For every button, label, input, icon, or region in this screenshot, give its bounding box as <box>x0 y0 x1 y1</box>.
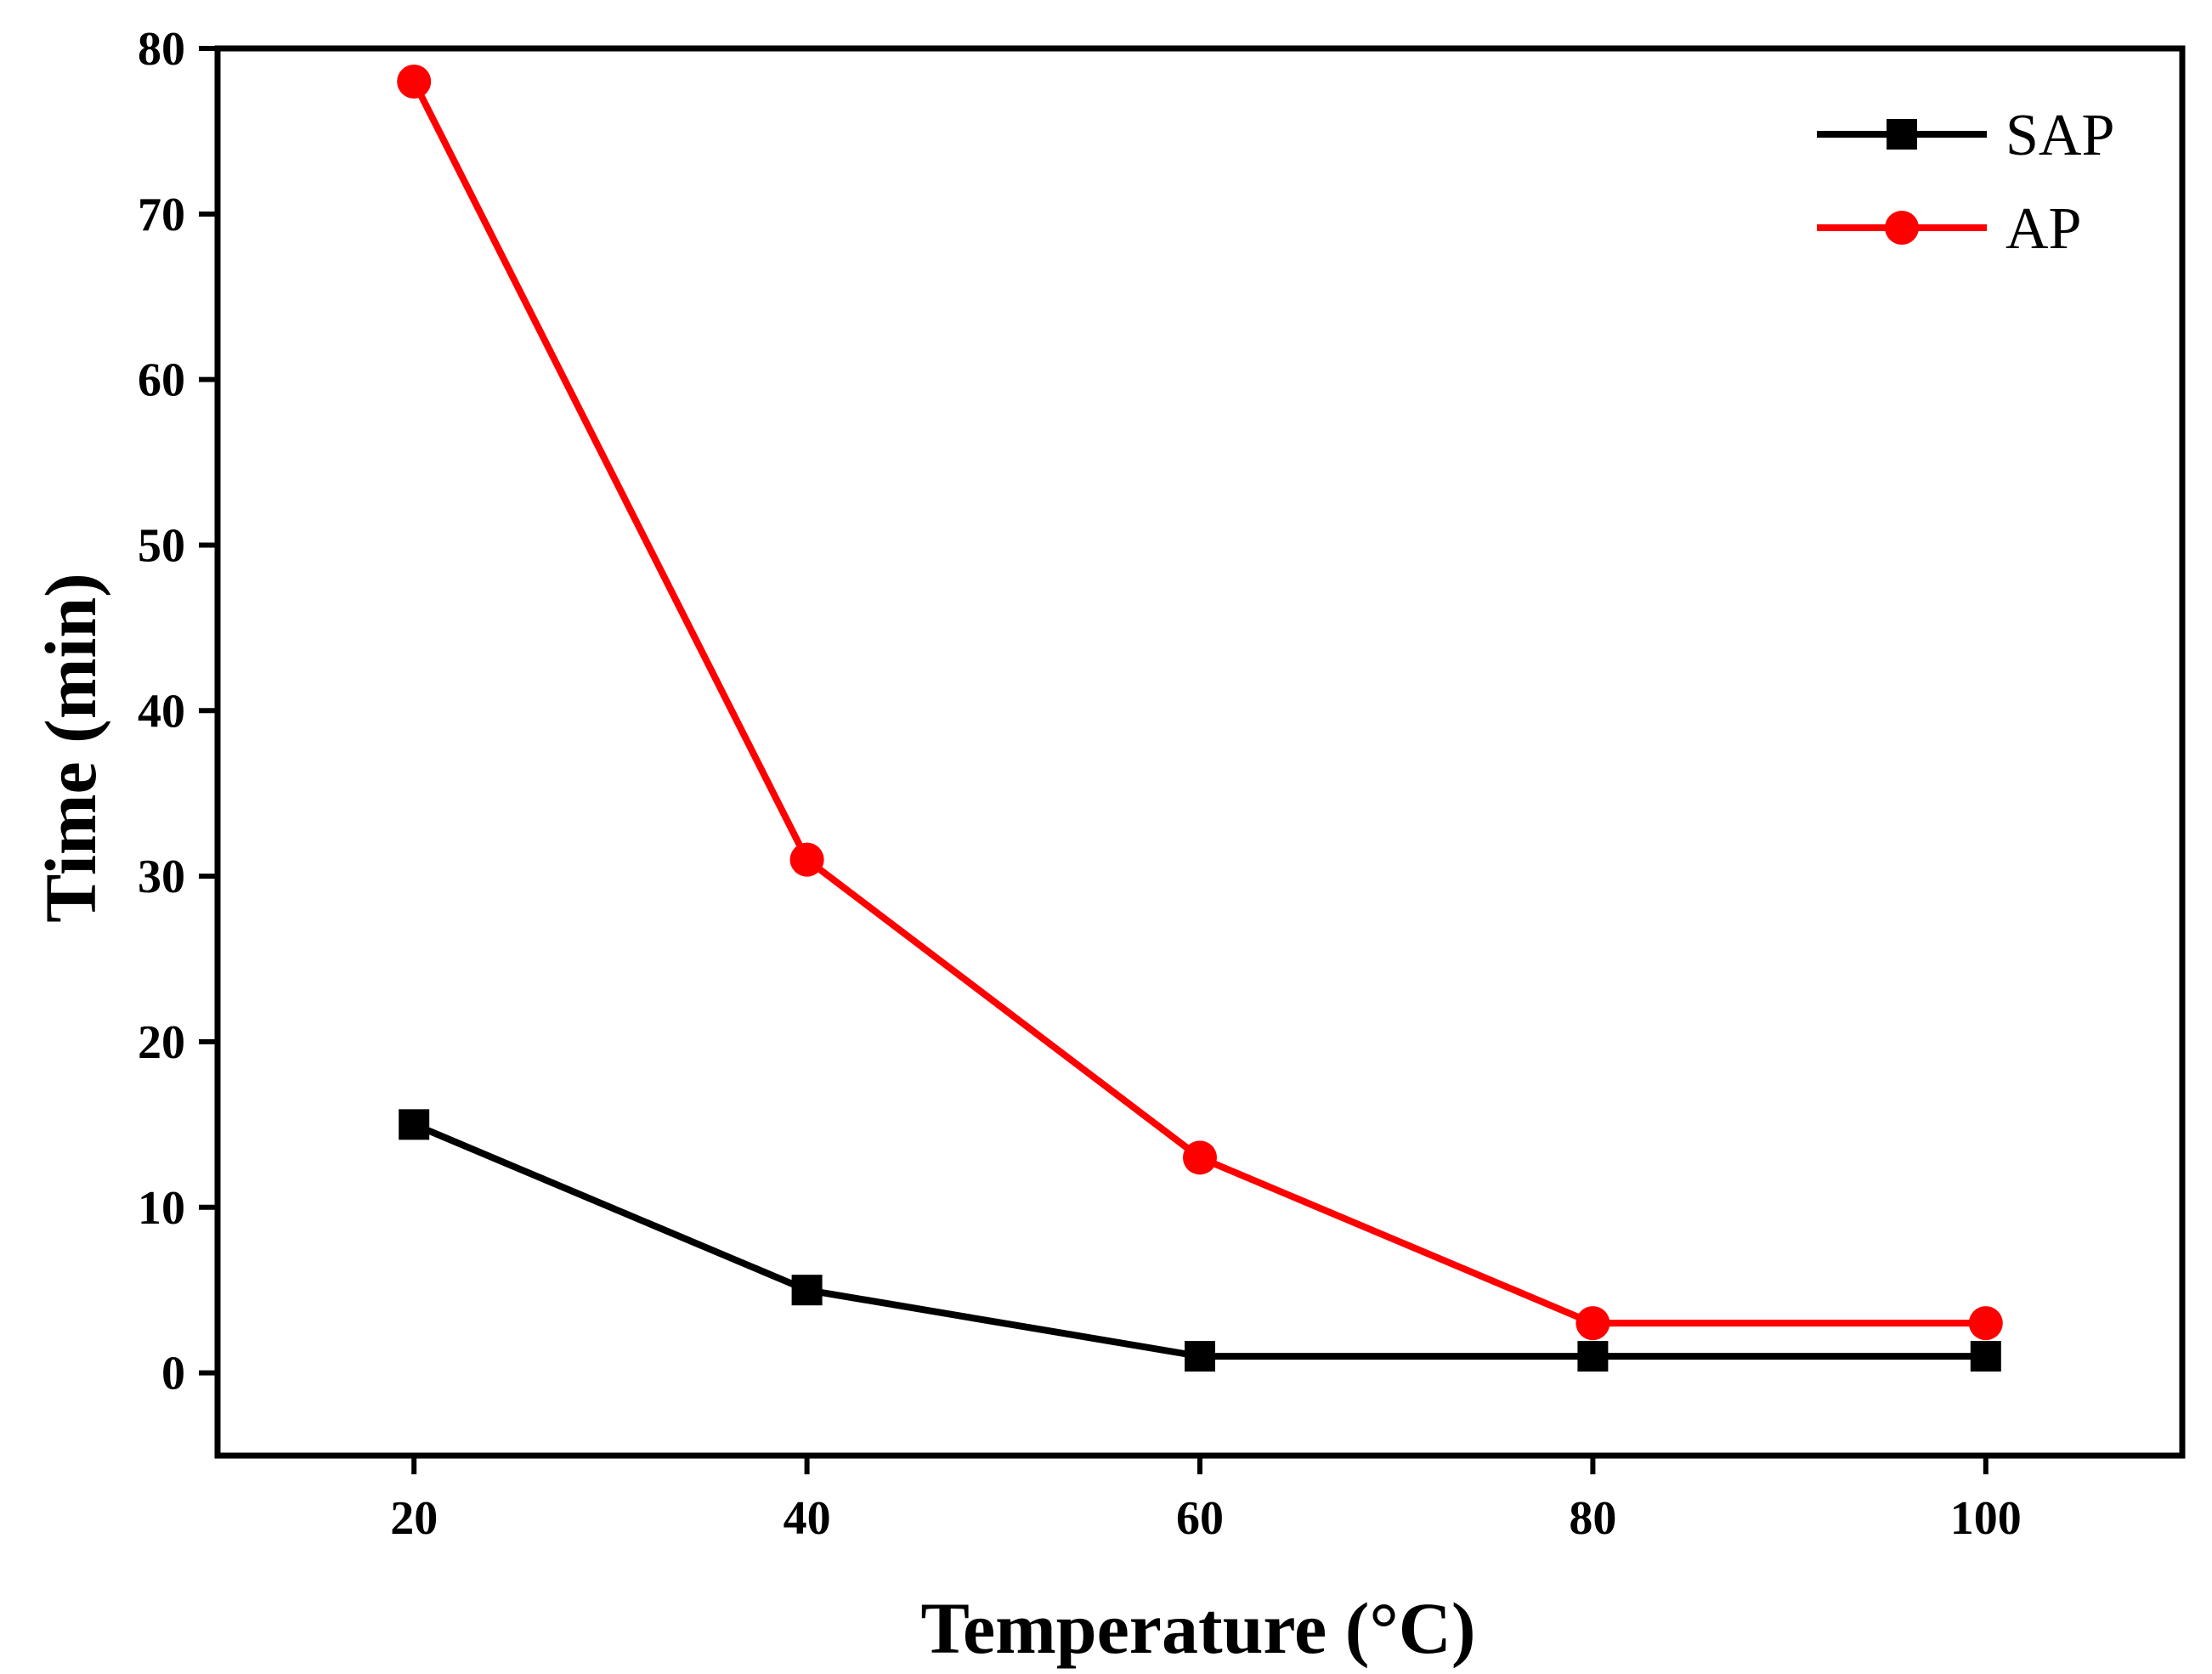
series-line-ap <box>410 80 1986 1327</box>
x-tick-label: 40 <box>784 1492 831 1545</box>
x-tick-label: 60 <box>1176 1492 1224 1545</box>
x-tick-label: 20 <box>390 1492 438 1545</box>
y-tick-label: 20 <box>138 1016 185 1069</box>
data-point-ap <box>397 64 432 99</box>
legend-marker-sap <box>1887 119 1917 150</box>
y-axis-title: Time (min) <box>30 573 111 923</box>
data-point-sap <box>399 1109 430 1140</box>
y-tick-label: 70 <box>138 189 185 241</box>
axes-layer: 20 40 60 80 100 0 10 20 30 40 50 60 70 80 <box>138 23 2186 1545</box>
data-point-sap <box>1185 1341 1215 1372</box>
data-point-sap <box>1577 1341 1609 1372</box>
data-point-ap <box>1576 1306 1610 1341</box>
data-point-sap <box>1970 1341 2001 1372</box>
data-point-ap <box>1183 1140 1217 1175</box>
y-tick-label: 0 <box>161 1348 185 1400</box>
y-tick-label: 10 <box>138 1182 185 1235</box>
x-axis-title: Temperature (°C) <box>921 1587 1476 1669</box>
plot-frame <box>214 45 2186 1459</box>
y-tick-label: 80 <box>138 23 185 76</box>
legend-marker-ap <box>1885 211 1919 245</box>
y-tick-label: 30 <box>138 851 185 903</box>
x-tick-label: 100 <box>1950 1492 2022 1545</box>
y-tick-label: 60 <box>138 354 185 407</box>
y-tick-label: 50 <box>138 519 185 572</box>
series-layer <box>397 64 2003 1372</box>
data-point-ap <box>789 842 824 877</box>
y-tick-label: 40 <box>138 685 185 738</box>
x-tick-label: 80 <box>1569 1492 1616 1545</box>
data-point-sap <box>791 1275 823 1306</box>
legend-label-ap: AP <box>2006 196 2081 262</box>
legend-label-sap: SAP <box>2006 103 2114 168</box>
legend: SAP AP <box>1817 103 2114 262</box>
data-point-ap <box>1968 1306 2003 1341</box>
